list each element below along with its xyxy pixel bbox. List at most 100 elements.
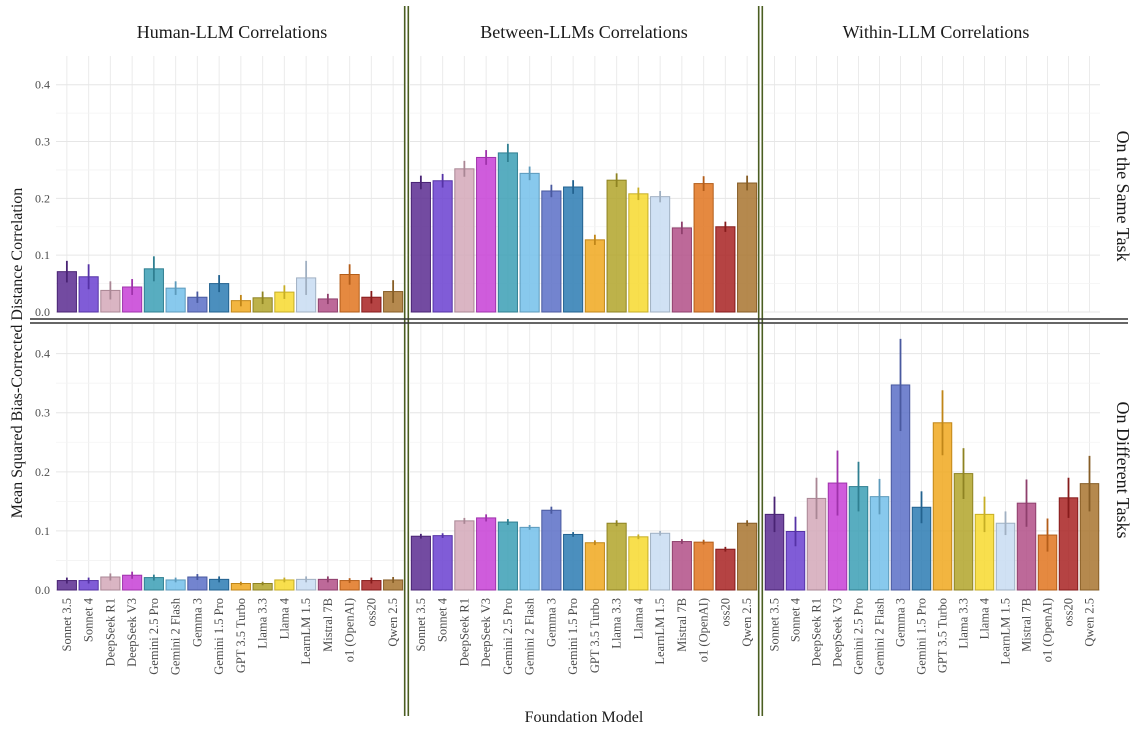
y-tick-label: 0.0 <box>35 305 50 319</box>
bar-oss20 <box>715 548 736 591</box>
bar-llama-4 <box>628 193 649 313</box>
panel-1-0 <box>410 56 758 313</box>
panel-0-0: 0.0 0.1 0.2 0.3 0.4 <box>35 56 404 319</box>
bar-gemini-2-5-pro <box>497 152 518 313</box>
bar-gemini-1-5-pro <box>563 186 584 313</box>
x-tick-label: Llama 3.3 <box>256 598 270 649</box>
x-axis-title: Foundation Model <box>525 709 644 726</box>
bar-gpt-3-5-turbo <box>584 239 605 313</box>
x-tick-label: Llama 4 <box>631 597 645 639</box>
panel-1-1: Sonnet 3.5 Sonnet 4 DeepSeek R1 DeepSeek V3… <box>410 324 758 675</box>
bar-o1-openai- <box>693 183 714 313</box>
x-tick-label: o1 (OpenAI) <box>697 598 711 662</box>
bar-gpt-3-5-turbo <box>584 542 605 591</box>
bar-gemini-2-5-pro <box>497 521 518 591</box>
column-title-human-llm: Human-LLM Correlations <box>137 22 327 42</box>
bar-deepseek-v3 <box>476 517 497 591</box>
x-tick-label: LearnLM 1.5 <box>653 598 667 665</box>
row-title-different-tasks: On Different Tasks <box>1113 401 1133 538</box>
x-tick-label: DeepSeek R1 <box>810 598 824 666</box>
bar-llama-4 <box>628 536 649 591</box>
bar-learnlm-1-5 <box>650 532 671 591</box>
x-tick-label: DeepSeek V3 <box>479 598 493 667</box>
x-tick-label: Gemini 1.5 Pro <box>212 598 226 675</box>
x-tick-label: Gemini 2 Flash <box>873 597 887 675</box>
x-tick-label: LearnLM 1.5 <box>299 598 313 665</box>
y-tick-label: 0.1 <box>35 524 50 538</box>
labels-layer: Human-LLM Correlations Between-LLMs Corr… <box>9 22 1133 726</box>
y-tick-label: 0.4 <box>35 78 50 92</box>
x-tick-label: Llama 3.3 <box>610 598 624 649</box>
y-axis-title: Mean Squared Bias-Corrected Distance Cor… <box>9 188 26 519</box>
x-tick-label: DeepSeek R1 <box>457 598 471 666</box>
x-tick-label: Sonnet 3.5 <box>60 598 74 651</box>
x-tick-label: LearnLM 1.5 <box>999 598 1013 665</box>
x-tick-label: Sonnet 4 <box>436 597 450 642</box>
bar-sonnet-4 <box>432 535 453 591</box>
x-tick-label: Mistral 7B <box>675 598 689 652</box>
bar-gemma-3 <box>541 190 562 313</box>
bar-gemini-1-5-pro <box>563 533 584 591</box>
x-tick-label: Llama 4 <box>277 597 291 639</box>
bar-llama-3-3 <box>606 522 627 591</box>
bar-sonnet-3-5 <box>410 535 431 591</box>
y-tick-label: 0.3 <box>35 406 50 420</box>
bar-deepseek-v3 <box>476 156 497 313</box>
x-tick-label: Gemini 1.5 Pro <box>566 598 580 675</box>
x-tick-label: o1 (OpenAI) <box>343 598 357 662</box>
facet-separators <box>30 6 1128 716</box>
bar-gemini-2-flash <box>519 172 540 313</box>
x-tick-label: DeepSeek R1 <box>103 598 117 666</box>
bar-learnlm-1-5 <box>650 196 671 313</box>
y-tick-label: 0.4 <box>35 347 50 361</box>
bar-deepseek-r1 <box>454 168 475 313</box>
x-tick-label: GPT 3.5 Turbo <box>936 598 950 673</box>
bar-qwen-2-5 <box>737 522 758 591</box>
panel-0-1: 0.0 0.1 0.2 0.3 0.4 Sonnet 3.5 Sonnet 4 DeepSee… <box>35 324 404 675</box>
y-tick-label: 0.2 <box>35 465 50 479</box>
y-tick-label: 0.3 <box>35 135 50 149</box>
bar-o1-openai- <box>693 541 714 591</box>
x-tick-label: Llama 3.3 <box>957 598 971 649</box>
bar-deepseek-r1 <box>454 520 475 591</box>
bar-gemini-2-flash <box>519 526 540 591</box>
x-tick-label: Qwen 2.5 <box>740 598 754 647</box>
bar-sonnet-4 <box>432 180 453 313</box>
x-tick-label: Gemini 2.5 Pro <box>852 598 866 675</box>
row-title-same-task: On the Same Task <box>1113 131 1133 262</box>
x-tick-label: GPT 3.5 Turbo <box>234 598 248 673</box>
x-tick-label: Gemini 2 Flash <box>169 597 183 675</box>
x-tick-label: GPT 3.5 Turbo <box>588 598 602 673</box>
x-tick-label: Gemma 3 <box>894 598 908 647</box>
column-title-within-llm: Within-LLM Correlations <box>843 22 1030 42</box>
panels-layer: 0.0 0.1 0.2 0.3 0.4 0.0 0.1 0.2 0.3 0.4 Sonnet 3.5… <box>35 56 1100 675</box>
x-tick-label: oss20 <box>1062 598 1076 626</box>
x-tick-label: Mistral 7B <box>1020 598 1034 652</box>
x-tick-label: Sonnet 4 <box>789 597 803 642</box>
bar-qwen-2-5 <box>737 182 758 313</box>
column-title-between-llms: Between-LLMs Correlations <box>480 22 687 42</box>
y-tick-label: 0.0 <box>35 583 50 597</box>
x-tick-label: Qwen 2.5 <box>386 598 400 647</box>
bar-sonnet-3-5 <box>410 181 431 313</box>
x-tick-label: Gemini 2.5 Pro <box>147 598 161 675</box>
x-tick-label: Llama 4 <box>978 597 992 639</box>
bar-mistral-7b <box>671 541 692 591</box>
x-tick-label: o1 (OpenAI) <box>1041 598 1055 662</box>
x-tick-label: Sonnet 3.5 <box>768 598 782 651</box>
x-tick-label: oss20 <box>718 598 732 626</box>
x-tick-label: Gemma 3 <box>190 598 204 647</box>
bar-mistral-7b <box>671 227 692 313</box>
x-tick-label: Gemini 2.5 Pro <box>501 598 515 675</box>
x-tick-label: Mistral 7B <box>321 598 335 652</box>
x-tick-label: oss20 <box>364 598 378 626</box>
x-tick-label: Gemma 3 <box>544 598 558 647</box>
x-tick-label: Gemini 2 Flash <box>523 597 537 675</box>
x-tick-label: Sonnet 4 <box>82 597 96 642</box>
x-tick-label: DeepSeek V3 <box>125 598 139 667</box>
panel-2-1: Sonnet 3.5 Sonnet 4 DeepSeek R1 DeepSeek V3… <box>764 324 1100 675</box>
panel-2-0 <box>764 56 1100 313</box>
bar-llama-3-3 <box>606 179 627 313</box>
x-tick-label: Sonnet 3.5 <box>414 598 428 651</box>
